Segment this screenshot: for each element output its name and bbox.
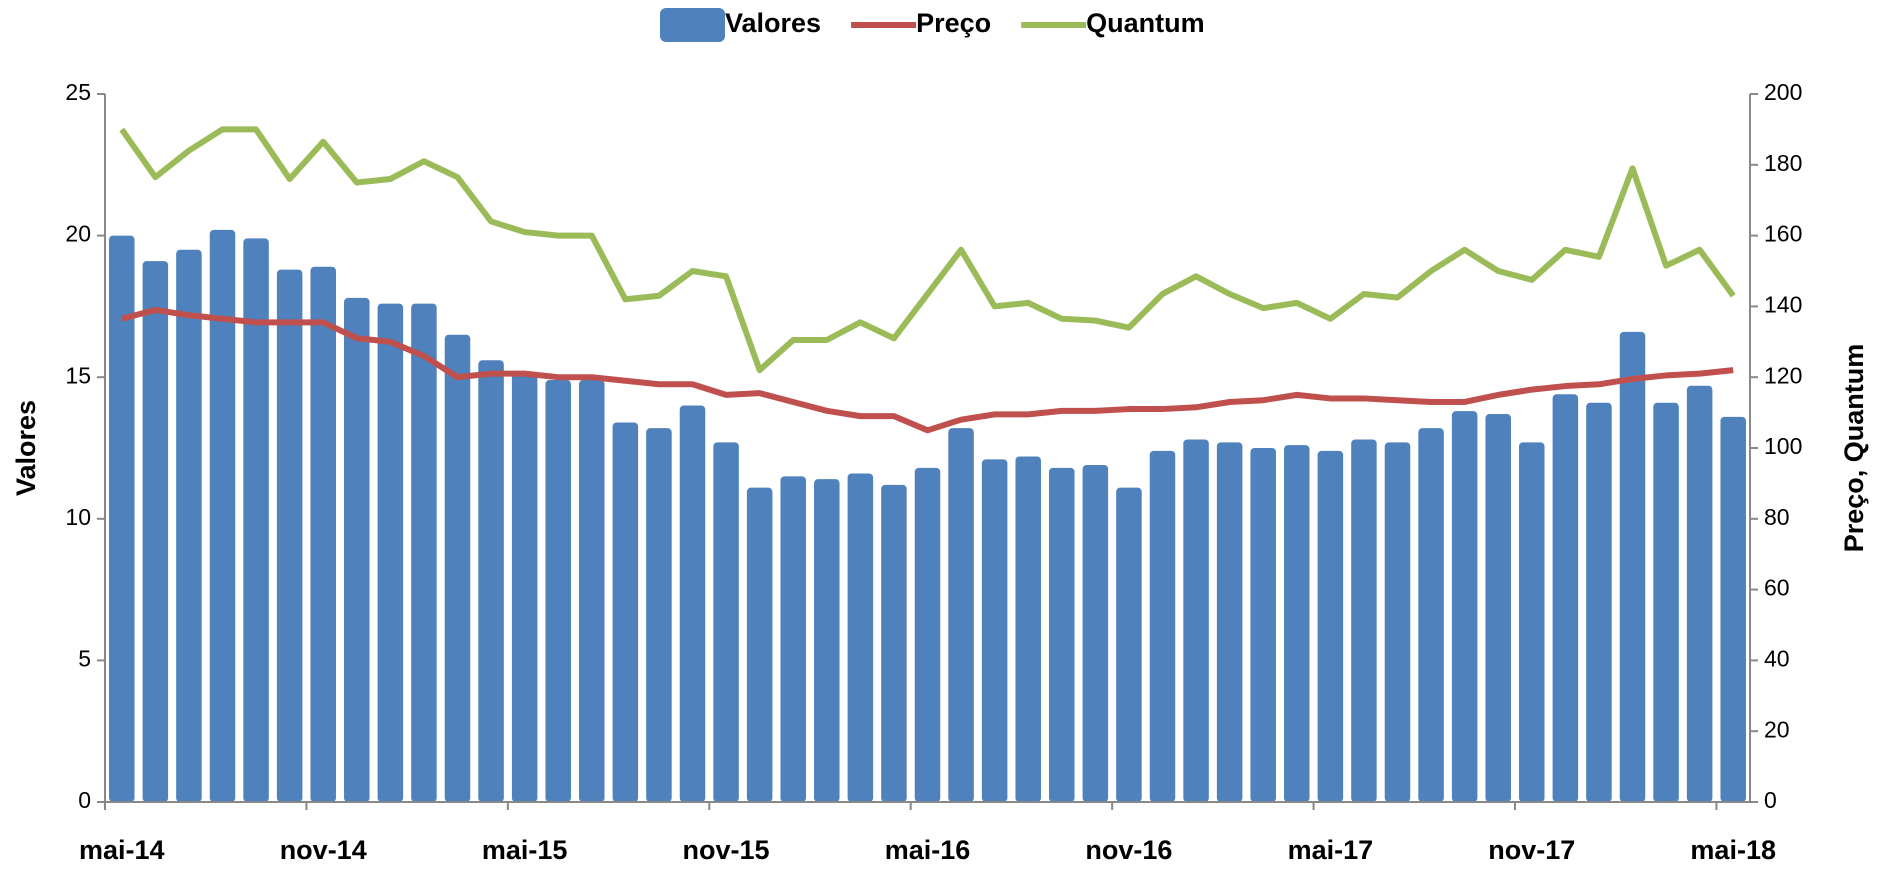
line (121, 306, 1734, 434)
bar (1485, 414, 1511, 802)
y-tick-label: 20 (65, 221, 91, 247)
bar (1586, 402, 1612, 802)
x-tick-label: mai-16 (885, 835, 971, 865)
bar (1183, 439, 1209, 802)
legend-label: Preço (916, 8, 991, 38)
bar (679, 405, 706, 802)
bar (1686, 385, 1713, 802)
y2-tick-label: 140 (1764, 291, 1802, 317)
bar (1149, 450, 1176, 802)
bar (1351, 439, 1377, 802)
bar (1015, 456, 1041, 802)
bar (1418, 428, 1444, 802)
bar (1451, 411, 1478, 802)
y2-tick-label: 0 (1764, 787, 1777, 813)
x-tick-label: nov-15 (683, 835, 770, 865)
bar (914, 467, 941, 802)
y-tick-label: 25 (65, 79, 91, 105)
bar (1720, 416, 1746, 802)
bar (1049, 467, 1075, 802)
y-axis-label: Valores (11, 400, 41, 496)
y2-tick-label: 160 (1764, 221, 1802, 247)
bar (981, 459, 1008, 802)
legend-swatch (660, 8, 725, 42)
y2-tick-label: 180 (1764, 150, 1802, 176)
bar (579, 380, 605, 802)
y2-tick-label: 60 (1764, 575, 1790, 601)
bar (1384, 442, 1411, 802)
bar (612, 422, 639, 802)
line (119, 126, 1736, 374)
bar (814, 479, 840, 802)
y2-tick-label: 200 (1764, 79, 1802, 105)
bar (948, 428, 974, 802)
bar (478, 360, 504, 802)
y2-tick-label: 20 (1764, 716, 1790, 742)
x-tick-label: nov-14 (280, 835, 367, 865)
bar (1552, 394, 1579, 802)
legend-label: Quantum (1086, 8, 1205, 38)
bar (1116, 487, 1142, 802)
bar (411, 303, 437, 802)
y2-tick-label: 100 (1764, 433, 1802, 459)
bar (1317, 450, 1344, 802)
bar (646, 428, 672, 802)
bar (545, 380, 571, 802)
bar (344, 297, 370, 802)
x-tick-label: mai-15 (482, 835, 568, 865)
bar (142, 261, 169, 802)
legend-label: Valores (725, 8, 821, 38)
bar (746, 487, 773, 802)
x-tick-label: nov-16 (1085, 835, 1172, 865)
x-tick-label: mai-18 (1690, 835, 1776, 865)
y2-tick-label: 40 (1764, 645, 1790, 671)
bar (511, 371, 538, 802)
bar (310, 266, 336, 802)
bar (1653, 402, 1679, 802)
bar (243, 238, 269, 802)
bar (1250, 448, 1276, 802)
bar (1216, 442, 1243, 802)
bar (1082, 464, 1109, 802)
y-tick-label: 10 (65, 504, 91, 530)
bar (377, 303, 404, 802)
bar (1619, 331, 1646, 802)
bar (176, 249, 202, 802)
bar (209, 229, 236, 802)
y-tick-label: 0 (78, 787, 91, 813)
bar (1519, 442, 1545, 802)
bar (109, 235, 135, 803)
bar (881, 484, 907, 802)
bar (1284, 445, 1310, 802)
x-tick-label: mai-14 (79, 835, 165, 865)
bar (444, 334, 471, 802)
x-tick-label: nov-17 (1488, 835, 1575, 865)
y-tick-label: 15 (65, 362, 91, 388)
x-tick-label: mai-17 (1288, 835, 1374, 865)
bar (780, 476, 806, 802)
y2-tick-label: 80 (1764, 504, 1790, 530)
y2-tick-label: 120 (1764, 362, 1802, 388)
y-tick-label: 5 (78, 645, 91, 671)
bar (713, 442, 739, 802)
bar (276, 269, 303, 803)
bar (847, 473, 874, 802)
y2-axis-label: Preço, Quantum (1839, 344, 1869, 553)
